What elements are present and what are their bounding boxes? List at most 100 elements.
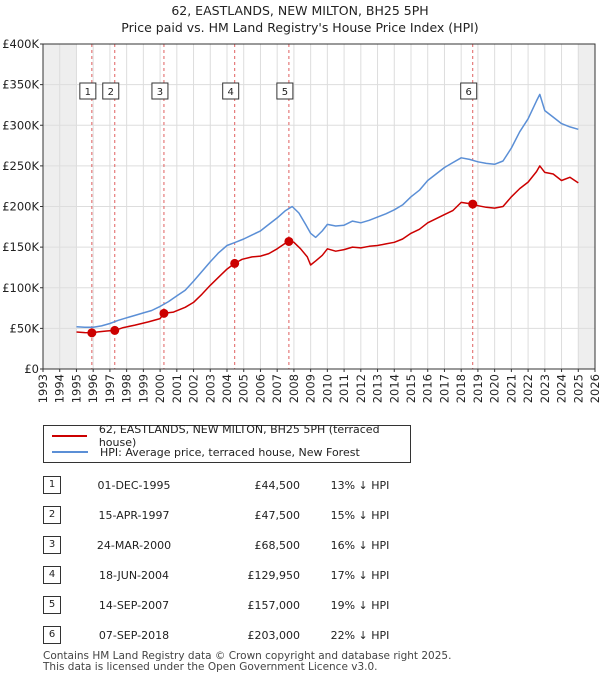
x-tick-label: 2022 (521, 374, 535, 403)
footer-copyright: Contains HM Land Registry data © Crown c… (43, 650, 452, 662)
sale-label-number: 3 (157, 87, 163, 98)
x-tick-label: 2015 (404, 374, 418, 403)
x-tick-label: 2026 (588, 374, 600, 403)
x-tick-label: 2006 (253, 374, 267, 403)
footer-licence: This data is licensed under the Open Gov… (43, 661, 378, 673)
sale-price: £203,000 (247, 628, 301, 642)
x-tick-label: 2003 (203, 374, 217, 403)
x-tick-label: 1998 (120, 374, 134, 403)
sale-date: 18-JUN-2004 (98, 568, 170, 582)
table-row: 5 14-SEP-2007 £157,000 19% ↓ HPI (43, 590, 410, 620)
sale-hpi-diff: 16% ↓ HPI (330, 538, 390, 552)
legend-swatch-blue (52, 451, 88, 453)
price-paid-series-line (76, 165, 579, 334)
sale-label-box (222, 82, 240, 100)
x-tick-label: 2018 (454, 374, 468, 403)
y-tick-label: £200K (2, 200, 39, 214)
y-tick-label: £300K (2, 118, 39, 132)
sale-label-box (102, 82, 120, 100)
x-tick-label: 2008 (287, 374, 301, 403)
sale-point (468, 199, 478, 209)
sale-number-badge: 5 (43, 596, 61, 614)
legend-item-price-paid: 62, EASTLANDS, NEW MILTON, BH25 5PH (ter… (52, 423, 410, 449)
sale-point (230, 258, 240, 268)
sale-date: 15-APR-1997 (98, 508, 170, 522)
sale-label-number: 6 (466, 87, 472, 98)
legend-label-hpi: HPI: Average price, terraced house, New … (100, 445, 360, 459)
sale-price: £44,500 (254, 478, 301, 492)
sale-label-number: 1 (85, 87, 91, 98)
sale-point (87, 328, 97, 338)
y-tick-label: £250K (2, 159, 39, 173)
y-tick-label: £50K (10, 321, 40, 335)
sale-point (110, 325, 120, 335)
price-chart: 1 2 3 4 5 6 £0 £50K £100K £150K £200K £250K £300K £3… (2, 37, 600, 403)
x-tick-label: 2009 (304, 374, 318, 403)
x-tick-label: 2023 (538, 374, 552, 403)
x-tick-label: 1994 (53, 374, 67, 403)
legend-label-price-paid: 62, EASTLANDS, NEW MILTON, BH25 5PH (ter… (98, 423, 380, 449)
x-tick-label: 2001 (170, 374, 184, 403)
x-tick-label: 2025 (571, 374, 585, 403)
y-tick-label: £350K (2, 78, 39, 92)
chart-title-line2: Price paid vs. HM Land Registry's House … (121, 20, 479, 35)
chart-title: 62, EASTLANDS, NEW MILTON, BH25 5PH Pric… (0, 2, 600, 36)
x-tick-label: 2010 (320, 374, 334, 403)
sale-label-box (79, 82, 97, 100)
y-tick-label: £100K (2, 281, 39, 295)
x-tick-label: 2021 (504, 374, 518, 403)
x-tick-label: 2012 (354, 374, 368, 403)
x-tick-label: 2011 (337, 374, 351, 403)
x-tick-label: 2019 (471, 374, 485, 403)
x-tick-label: 2004 (220, 374, 234, 403)
sale-hpi-diff: 15% ↓ HPI (330, 508, 390, 522)
y-tick-label: £150K (2, 240, 39, 254)
sale-label-box (151, 82, 169, 100)
sale-hpi-diff: 19% ↓ HPI (330, 598, 390, 612)
sale-hpi-diff: 13% ↓ HPI (330, 478, 390, 492)
legend-swatch-red (52, 435, 87, 437)
sale-point (159, 308, 169, 318)
sale-price: £129,950 (247, 568, 301, 582)
x-tick-label: 2024 (555, 374, 569, 403)
x-tick-label: 2017 (437, 374, 451, 403)
x-tick-label: 1993 (36, 374, 50, 403)
sale-number-badge: 1 (43, 476, 61, 494)
sale-date: 24-MAR-2000 (96, 538, 172, 552)
sale-label-number: 5 (282, 87, 288, 98)
sale-hpi-diff: 17% ↓ HPI (330, 568, 390, 582)
x-tick-label: 2020 (488, 374, 502, 403)
x-tick-label: 2016 (421, 374, 435, 403)
sale-number-badge: 6 (43, 626, 61, 644)
sale-label-box (460, 82, 478, 100)
sale-date: 14-SEP-2007 (98, 598, 170, 612)
x-tick-label: 2005 (237, 374, 251, 403)
sale-price: £68,500 (254, 538, 301, 552)
footer: Contains HM Land Registry data © Crown c… (43, 651, 451, 673)
x-tick-label: 2013 (371, 374, 385, 403)
sale-number-badge: 4 (43, 566, 61, 584)
sale-date: 01-DEC-1995 (97, 478, 171, 492)
y-tick-label: £400K (2, 37, 39, 51)
sale-number-badge: 2 (43, 506, 61, 524)
table-row: 3 24-MAR-2000 £68,500 16% ↓ HPI (43, 530, 410, 560)
hpi-series-line (76, 93, 579, 328)
x-tick-label: 1997 (103, 374, 117, 403)
x-tick-label: 1999 (136, 374, 150, 403)
table-row: 6 07-SEP-2018 £203,000 22% ↓ HPI (43, 620, 410, 650)
sales-table: 1 01-DEC-1995 £44,500 13% ↓ HPI 2 15-APR… (43, 470, 410, 650)
y-tick-label: £0 (24, 362, 39, 376)
x-tick-label: 2000 (153, 374, 167, 403)
x-tick-label: 1995 (69, 374, 83, 403)
x-tick-label: 2014 (387, 374, 401, 403)
sale-hpi-diff: 22% ↓ HPI (330, 628, 390, 642)
chart-title-line1: 62, EASTLANDS, NEW MILTON, BH25 5PH (171, 3, 429, 18)
sale-label-number: 4 (228, 87, 234, 98)
sale-label-box (276, 82, 294, 100)
sale-date: 07-SEP-2018 (98, 628, 170, 642)
legend: 62, EASTLANDS, NEW MILTON, BH25 5PH (ter… (43, 423, 411, 463)
x-tick-label: 2007 (270, 374, 284, 403)
sale-number-badge: 3 (43, 536, 61, 554)
table-row: 1 01-DEC-1995 £44,500 13% ↓ HPI (43, 470, 410, 500)
sale-price: £157,000 (247, 598, 301, 612)
